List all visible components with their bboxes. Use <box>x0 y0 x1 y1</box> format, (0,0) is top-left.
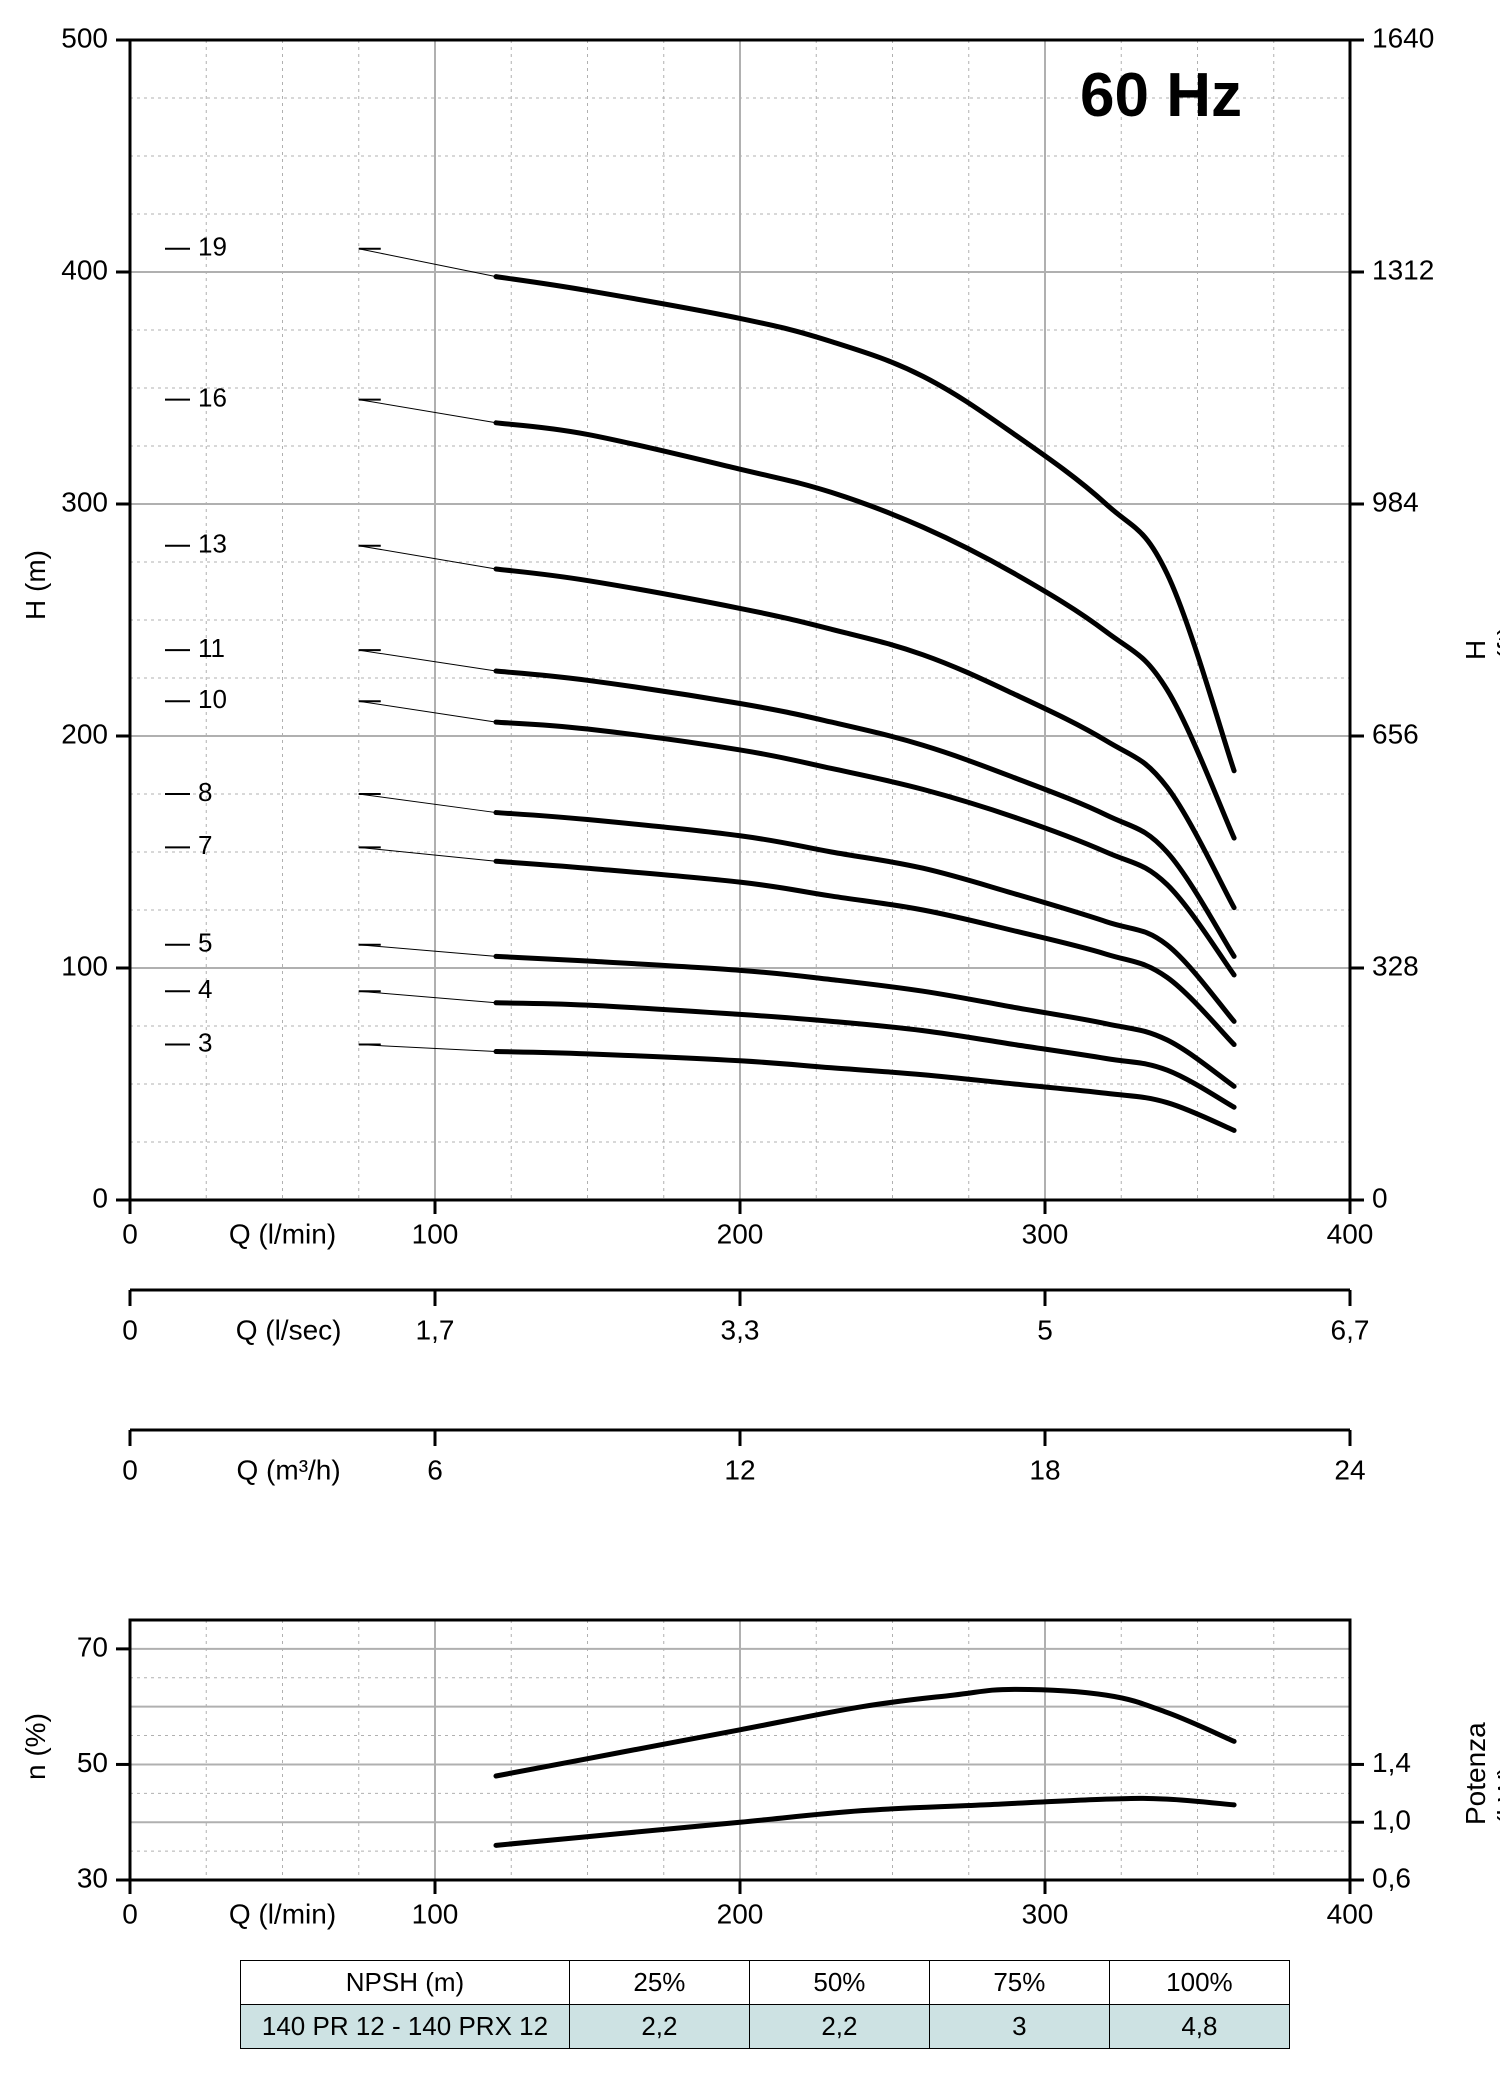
svg-text:3: 3 <box>198 1027 212 1057</box>
svg-text:11: 11 <box>198 633 225 663</box>
npsh-header-label: NPSH (m) <box>241 1961 570 2005</box>
svg-text:24: 24 <box>1334 1454 1365 1485</box>
svg-text:300: 300 <box>61 486 108 517</box>
eff-y-left-label: n (%) <box>20 1713 52 1780</box>
svg-text:1,7: 1,7 <box>416 1314 455 1345</box>
svg-text:8: 8 <box>198 777 212 807</box>
npsh-row-value: 4,8 <box>1109 2005 1289 2049</box>
npsh-header-col: 100% <box>1109 1961 1289 2005</box>
svg-text:70: 70 <box>77 1631 108 1662</box>
npsh-header-col: 50% <box>749 1961 929 2005</box>
svg-text:16: 16 <box>198 382 227 412</box>
svg-text:656: 656 <box>1372 718 1419 749</box>
svg-text:100: 100 <box>412 1898 459 1929</box>
svg-text:400: 400 <box>61 254 108 285</box>
svg-text:0: 0 <box>92 1182 108 1213</box>
svg-text:0,6: 0,6 <box>1372 1862 1411 1893</box>
npsh-header-col: 75% <box>929 1961 1109 2005</box>
svg-text:200: 200 <box>717 1898 764 1929</box>
svg-text:1640: 1640 <box>1372 22 1434 53</box>
svg-text:0: 0 <box>122 1898 138 1929</box>
npsh-row-label: 140 PR 12 - 140 PRX 12 <box>241 2005 570 2049</box>
svg-text:200: 200 <box>61 718 108 749</box>
svg-text:984: 984 <box>1372 486 1419 517</box>
npsh-row-value: 3 <box>929 2005 1109 2049</box>
eff-y-right-label: Potenza (kW) <box>1460 1722 1500 1825</box>
svg-text:10: 10 <box>198 684 227 714</box>
svg-text:328: 328 <box>1372 950 1419 981</box>
svg-text:200: 200 <box>717 1218 764 1249</box>
svg-text:500: 500 <box>61 22 108 53</box>
svg-text:13: 13 <box>198 529 227 559</box>
svg-text:0: 0 <box>1372 1182 1388 1213</box>
svg-text:6: 6 <box>427 1454 443 1485</box>
svg-text:1312: 1312 <box>1372 254 1434 285</box>
frequency-title: 60 Hz <box>1080 60 1242 131</box>
svg-text:12: 12 <box>724 1454 755 1485</box>
svg-text:Q (l/sec): Q (l/sec) <box>236 1314 342 1345</box>
svg-text:3,3: 3,3 <box>721 1314 760 1345</box>
svg-text:100: 100 <box>61 950 108 981</box>
svg-text:5: 5 <box>198 928 212 958</box>
svg-text:Q (m³/h): Q (m³/h) <box>236 1454 340 1485</box>
svg-text:1,4: 1,4 <box>1372 1747 1411 1778</box>
svg-text:7: 7 <box>198 830 212 860</box>
svg-text:6,7: 6,7 <box>1331 1314 1370 1345</box>
svg-text:0: 0 <box>122 1454 138 1485</box>
svg-text:4: 4 <box>198 974 212 1004</box>
npsh-table: NPSH (m)25%50%75%100% 140 PR 12 - 140 PRX… <box>240 1960 1290 2049</box>
svg-text:19: 19 <box>198 232 227 262</box>
page-root: 0100200300400500032865698413121640010020… <box>0 0 1500 2080</box>
charts-svg: 0100200300400500032865698413121640010020… <box>0 0 1500 2080</box>
svg-text:5: 5 <box>1037 1314 1053 1345</box>
main-y-right-label: H (ft) <box>1460 620 1500 660</box>
svg-text:300: 300 <box>1022 1898 1069 1929</box>
svg-text:400: 400 <box>1327 1898 1374 1929</box>
npsh-row-value: 2,2 <box>569 2005 749 2049</box>
svg-text:Q (l/min): Q (l/min) <box>229 1218 336 1249</box>
svg-text:0: 0 <box>122 1218 138 1249</box>
svg-text:30: 30 <box>77 1862 108 1893</box>
svg-text:Q (l/min): Q (l/min) <box>229 1898 336 1929</box>
svg-text:18: 18 <box>1029 1454 1060 1485</box>
svg-text:1,0: 1,0 <box>1372 1805 1411 1836</box>
main-y-left-label: H (m) <box>20 550 52 620</box>
npsh-row-value: 2,2 <box>749 2005 929 2049</box>
svg-text:0: 0 <box>122 1314 138 1345</box>
svg-text:300: 300 <box>1022 1218 1069 1249</box>
svg-text:100: 100 <box>412 1218 459 1249</box>
npsh-header-col: 25% <box>569 1961 749 2005</box>
svg-text:50: 50 <box>77 1747 108 1778</box>
svg-text:400: 400 <box>1327 1218 1374 1249</box>
